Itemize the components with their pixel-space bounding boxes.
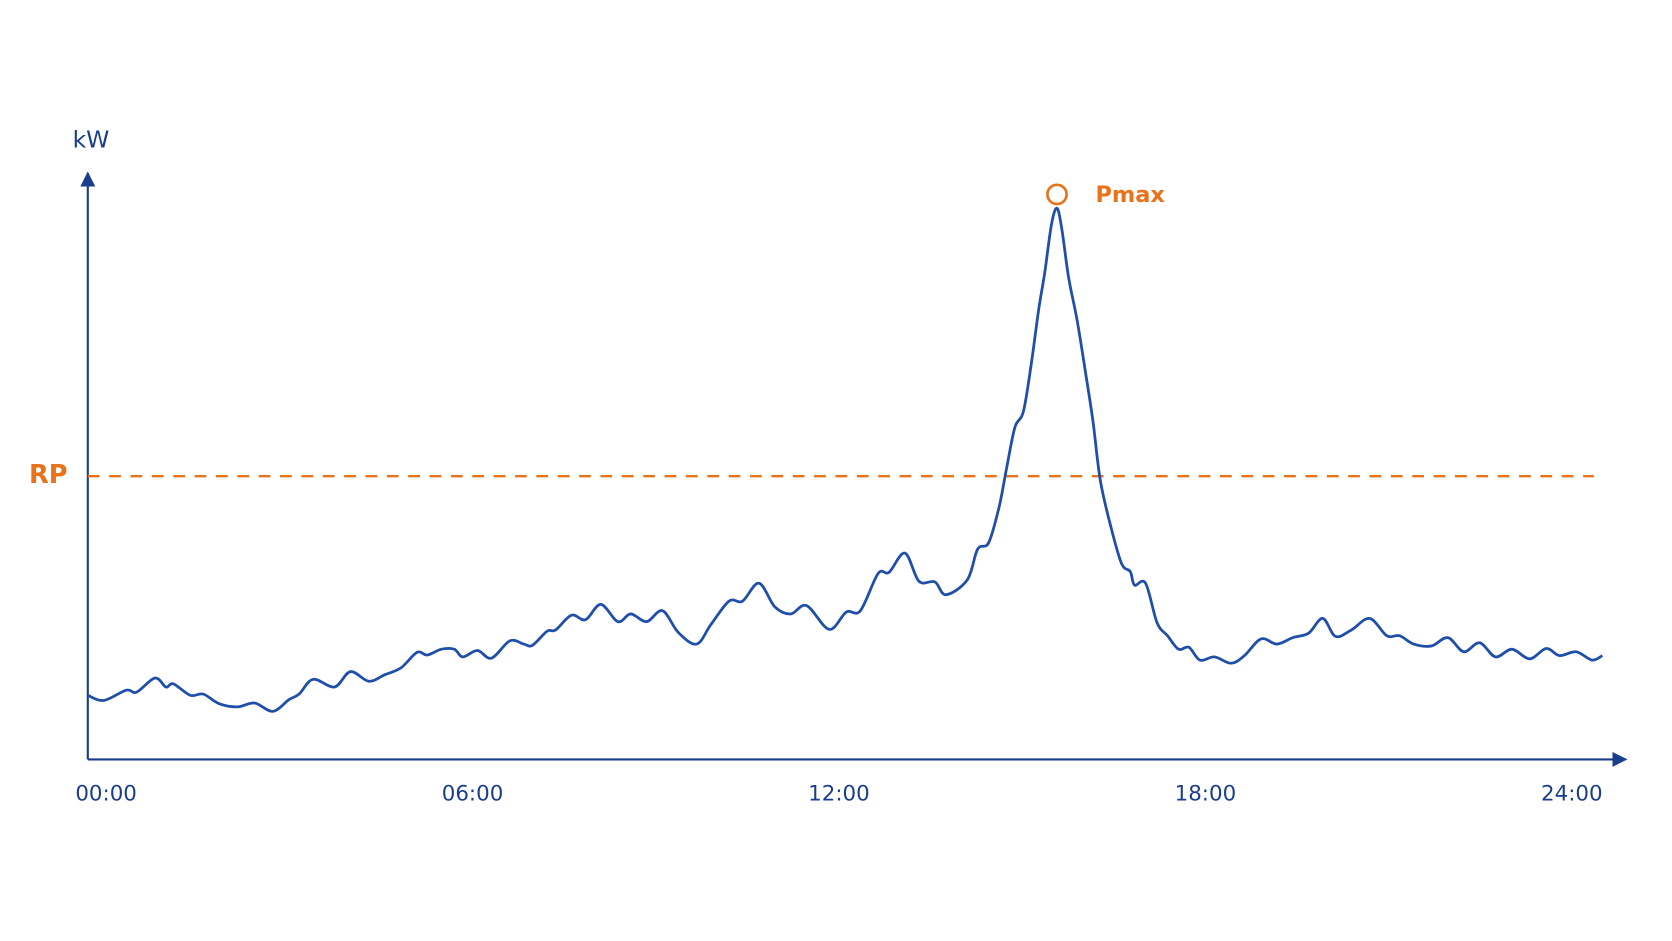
x-tick-label: 00:00 <box>75 782 137 807</box>
x-tick-label: 24:00 <box>1541 782 1603 807</box>
data-line <box>87 206 1604 713</box>
peak-marker <box>1046 183 1068 206</box>
x-tick-label: 12:00 <box>808 782 870 807</box>
peak-label: Pmax <box>1095 182 1165 208</box>
x-tick-label: 18:00 <box>1175 782 1237 807</box>
reference-label: RP <box>29 460 68 490</box>
x-tick-label: 06:00 <box>442 782 504 807</box>
y-axis-label: kW <box>73 125 110 153</box>
